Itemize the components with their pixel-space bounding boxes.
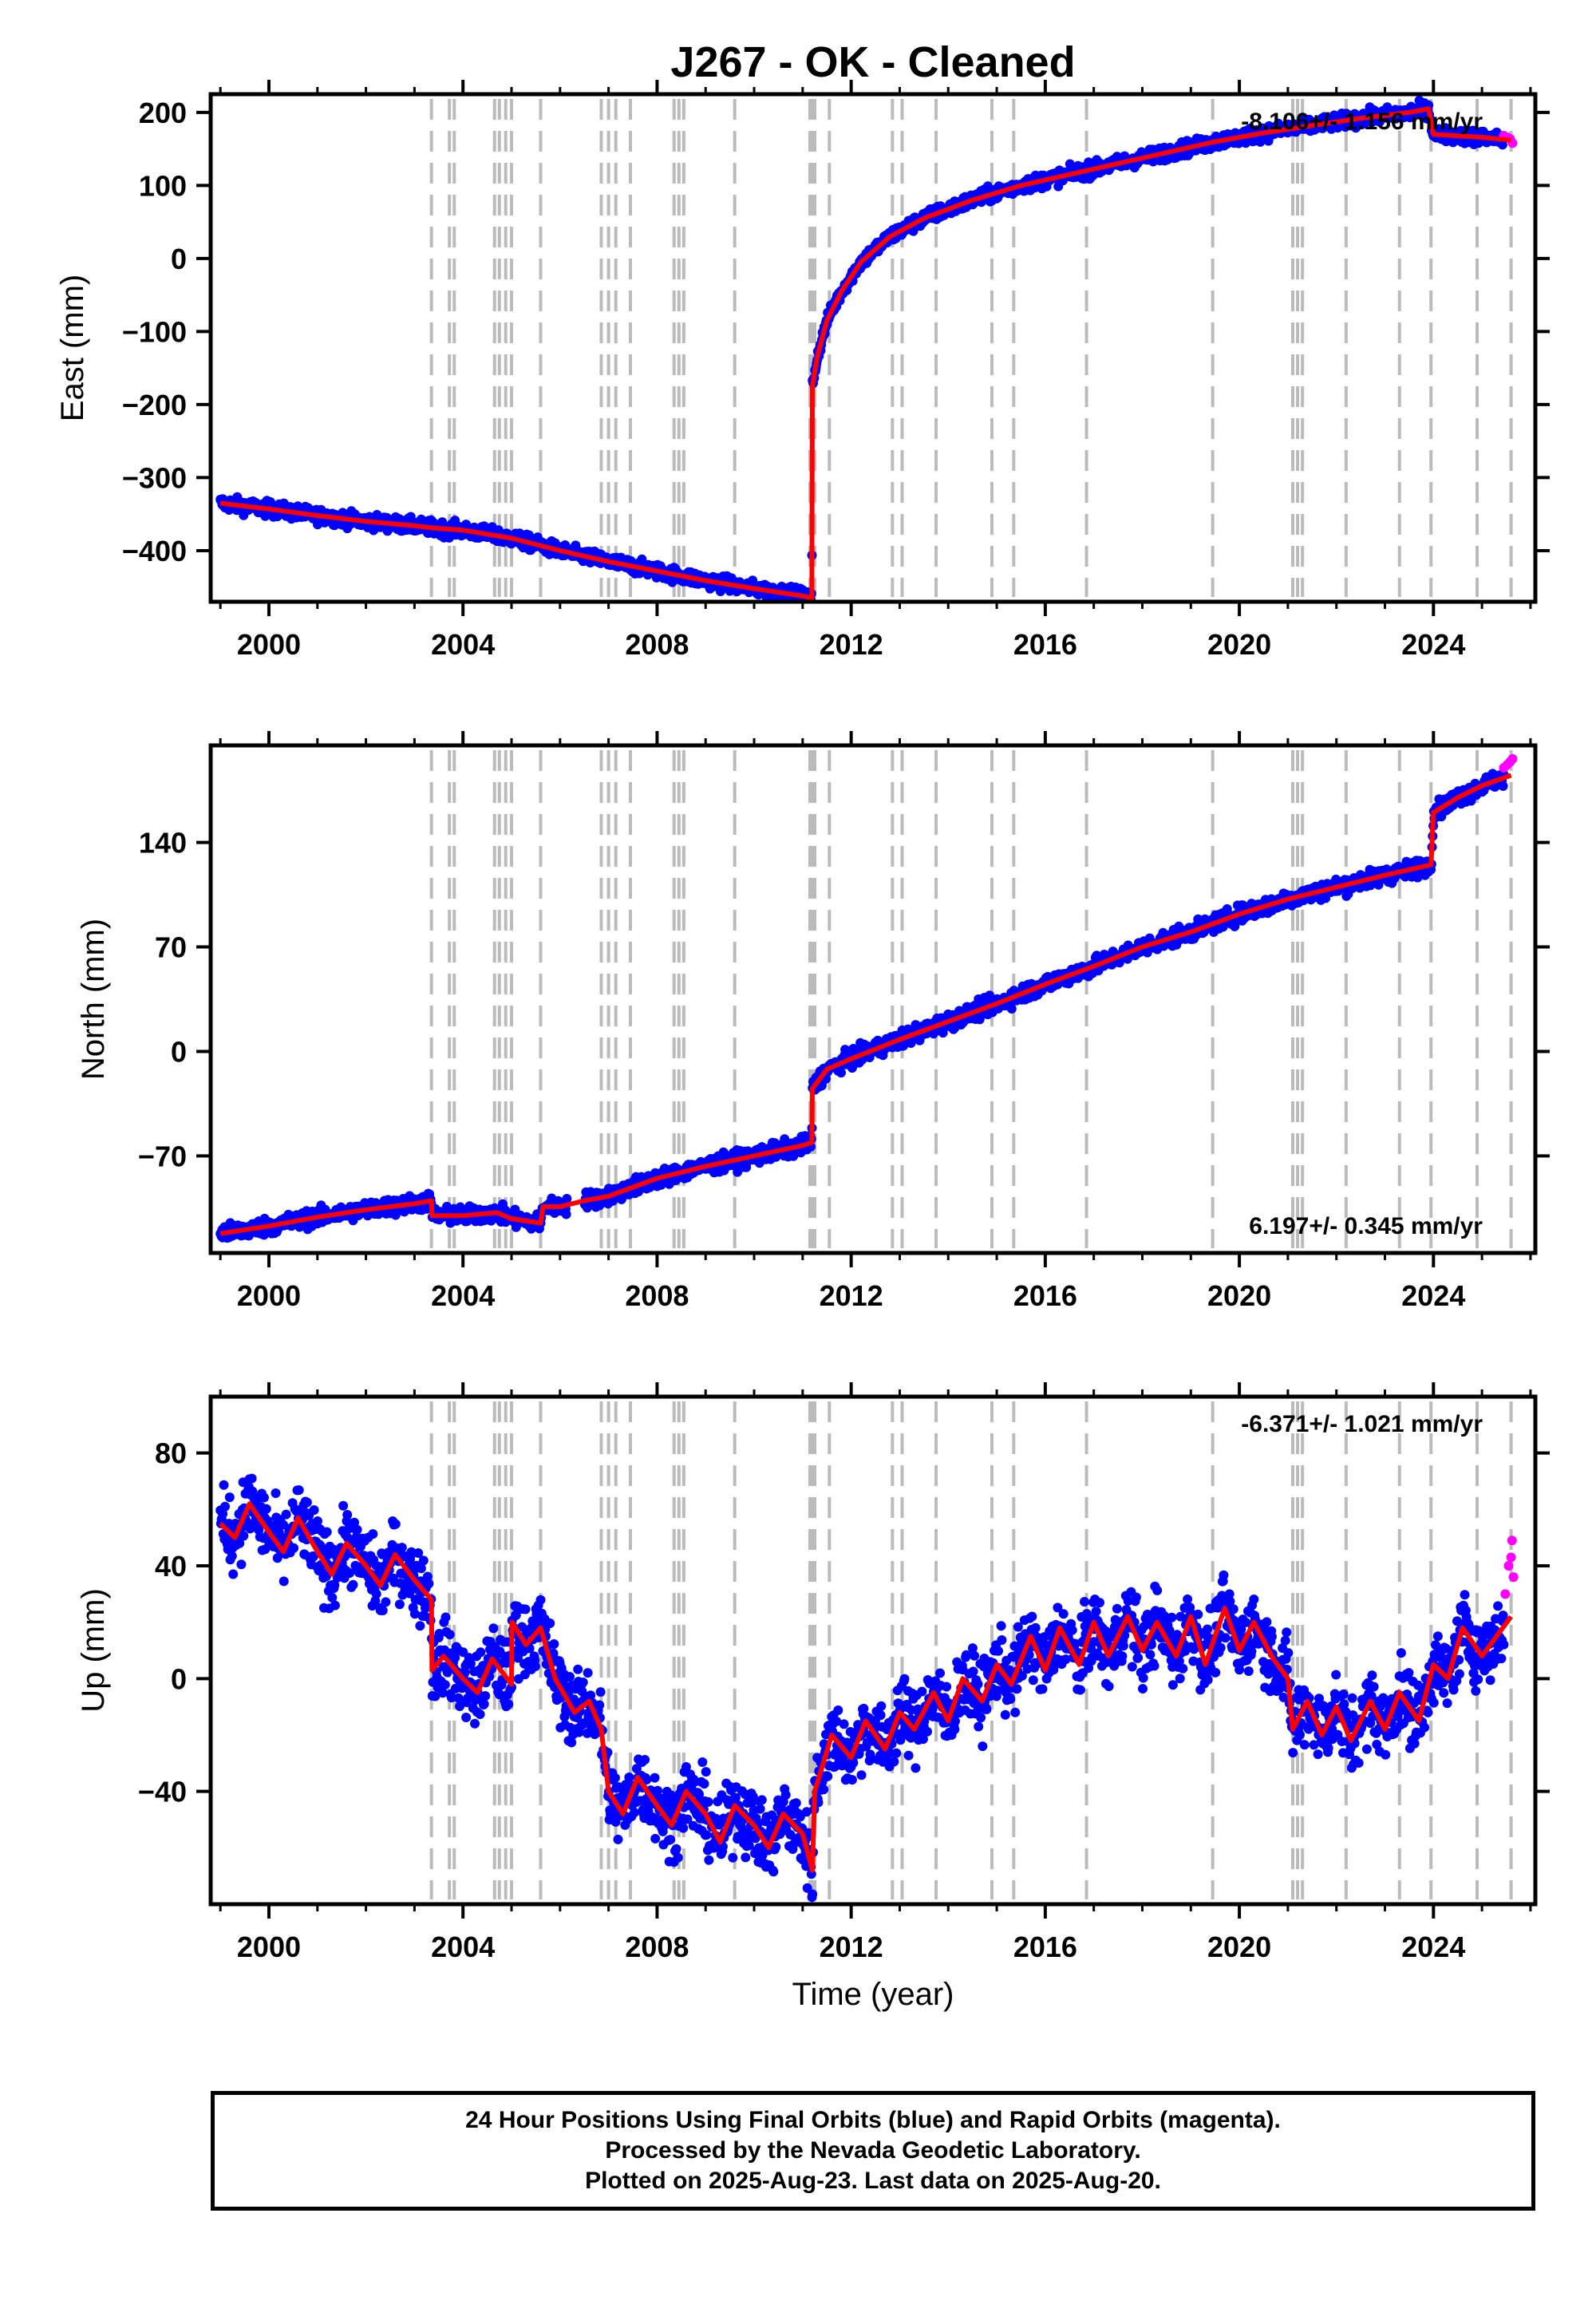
data-point	[224, 1492, 235, 1503]
data-point	[327, 1592, 338, 1603]
x-tick-label: 2024	[1401, 628, 1465, 661]
north-y-axis-label: North (mm)	[76, 919, 111, 1080]
y-tick-label: −300	[122, 461, 187, 494]
x-tick-label: 2004	[431, 628, 495, 661]
data-point	[220, 1501, 230, 1512]
data-point	[345, 1568, 355, 1578]
y-tick-label: 70	[155, 931, 187, 964]
data-point	[289, 1543, 299, 1553]
data-point	[228, 1569, 239, 1579]
data-point	[219, 1480, 229, 1490]
y-tick-label: 200	[139, 97, 187, 129]
data-point	[381, 1597, 391, 1607]
y-tick-label: −400	[122, 535, 187, 567]
data-point	[308, 1551, 318, 1562]
x-tick-label: 2000	[237, 628, 301, 661]
data-point	[309, 1505, 319, 1516]
north-rate-label: 6.197+/- 0.345 mm/yr	[1249, 1213, 1483, 1239]
y-tick-label: −100	[122, 315, 187, 348]
data-point	[1497, 140, 1507, 150]
data-point	[322, 1527, 332, 1537]
data-point	[236, 1559, 247, 1570]
x-tick-label: 2024	[1401, 1279, 1465, 1312]
data-point	[322, 1571, 331, 1582]
north-rapid-orbit-points	[1499, 753, 1518, 773]
data-point	[352, 1524, 362, 1535]
y-tick-label: 0	[171, 1035, 187, 1068]
data-point	[371, 1589, 381, 1599]
north-panel: 2000 2004 2008 2012 2016 2020 2024 140 70 0 −70 Nor…	[76, 731, 1550, 1312]
x-tick-label: 2016	[1013, 1279, 1077, 1312]
north-y-axis: 140 70 0 −70	[138, 827, 1550, 1172]
x-tick-label: 2020	[1207, 1279, 1271, 1312]
data-point	[281, 1509, 291, 1520]
x-tick-label: 2004	[431, 1279, 495, 1312]
data-point	[342, 1510, 353, 1520]
data-point	[239, 1531, 249, 1541]
data-point	[279, 1576, 289, 1587]
east-y-axis-label: East (mm)	[55, 275, 90, 421]
up-final-orbit-points	[215, 1473, 1509, 1903]
north-x-axis: 2000 2004 2008 2012 2016 2020 2024	[219, 731, 1532, 1312]
data-point	[247, 1486, 258, 1496]
x-tick-label: 2008	[625, 628, 689, 661]
x-tick-label: 2020	[1207, 628, 1271, 661]
data-point	[348, 1579, 358, 1590]
data-point	[313, 1516, 322, 1526]
rapid-point	[1507, 753, 1518, 764]
data-point	[330, 1600, 340, 1611]
data-point	[259, 1492, 269, 1503]
east-y-axis: 200 100 0 −100 −200 −300 −400	[122, 97, 1550, 567]
data-point	[279, 1520, 288, 1530]
east-panel: 2000 2004 2008 2012 2016 2020 2024 200 100 0 −100 −…	[55, 80, 1550, 661]
data-point	[656, 1180, 666, 1190]
data-point	[377, 1606, 388, 1615]
data-point	[562, 1194, 572, 1203]
east-x-axis: 2000 2004 2008 2012 2016 2020 2024	[219, 80, 1532, 661]
x-tick-label: 2012	[820, 1279, 883, 1312]
east-model-line	[219, 106, 1511, 601]
data-point	[350, 1517, 359, 1528]
data-point	[294, 1485, 304, 1496]
data-point	[836, 1068, 846, 1078]
x-tick-label: 2008	[625, 1279, 689, 1312]
north-model-line	[219, 773, 1512, 1236]
east-rate-label: -8.106+/- 1.156 mm/yr	[1241, 109, 1483, 135]
y-tick-label: −200	[122, 389, 187, 421]
north-event-lines	[429, 750, 1513, 1248]
y-tick-label: 100	[139, 169, 187, 202]
data-point	[1123, 954, 1132, 964]
data-point	[218, 1508, 228, 1519]
data-point	[338, 1500, 349, 1511]
y-tick-label: 140	[139, 827, 187, 860]
data-point	[368, 1529, 378, 1539]
north-final-orbit-points	[215, 769, 1509, 1243]
east-final-orbit-points	[215, 95, 1509, 602]
data-point	[247, 1473, 257, 1484]
east-axes-frame	[208, 92, 1538, 604]
y-tick-label: −70	[138, 1140, 187, 1172]
data-point	[1006, 1004, 1017, 1014]
data-point	[235, 1538, 245, 1548]
data-point	[332, 1572, 342, 1583]
data-point	[271, 1488, 281, 1498]
data-point	[1498, 781, 1508, 791]
x-tick-label: 2012	[820, 628, 883, 661]
data-point	[227, 1551, 237, 1561]
x-tick-label: 2016	[1013, 628, 1077, 661]
chart-title: J267 - OK - Cleaned	[670, 38, 1075, 86]
data-point	[302, 1497, 312, 1508]
y-tick-label: 0	[171, 243, 187, 275]
data-point	[261, 1504, 271, 1514]
x-tick-label: 2000	[237, 1279, 301, 1312]
data-point	[330, 1580, 340, 1591]
east-event-lines	[429, 99, 1513, 597]
north-axes-frame	[208, 743, 1538, 1255]
data-point	[561, 1209, 571, 1219]
